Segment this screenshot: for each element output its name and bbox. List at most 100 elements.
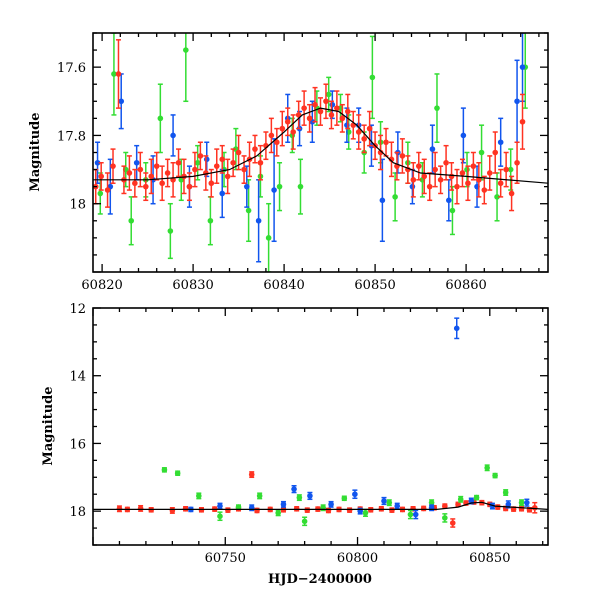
bottom-green-point-2 [196,492,202,500]
top-red-point-10 [148,158,155,195]
top-blue-point-24 [460,107,467,164]
bottom-blue-point-9 [381,496,387,506]
top-red-point-22 [213,148,220,184]
top-red-point-20 [203,155,209,191]
top-red-point-73 [492,131,499,174]
top-green-point-34 [507,148,514,191]
top-red-point-47 [350,110,357,140]
top-red-point-77 [514,141,520,184]
top-red-point-13 [164,158,171,188]
top-red-point-52 [377,134,384,171]
top-red-point-58 [410,161,417,198]
top-red-point-72 [486,155,493,191]
top-blue-point-0 [94,141,101,184]
bottom-green-point-13 [407,509,414,520]
bottom-y-tick-label: 16 [69,437,86,452]
top-red-point-67 [459,158,466,188]
top-green-point-5 [157,83,164,154]
top-blue-point-19 [379,158,386,243]
bottom-red-point-28 [442,503,448,509]
top-blue-point-21 [409,168,416,205]
bottom-red-point-38 [518,505,525,512]
bottom-green-point-5 [256,492,263,500]
top-red-point-33 [274,127,280,157]
bottom-x-tick-label: 60750 [205,551,246,566]
top-blue-point-26 [497,117,504,167]
bottom-red-point-17 [325,507,332,514]
top-red-point-18 [192,151,198,188]
top-y-tick-label: 17.8 [57,129,86,144]
bottom-green-point-21 [518,499,525,507]
top-blue-point-5 [170,114,176,157]
bottom-red-point-8 [225,507,231,513]
bottom-x-tick-label: 60800 [337,551,378,566]
top-red-point-6 [126,155,133,191]
top-red-point-32 [268,117,275,154]
top-red-point-71 [481,175,488,205]
bottom-blue-point-6 [328,500,334,508]
bottom-blue-point-3 [280,500,287,508]
bottom-blue-point-16 [505,500,512,509]
top-red-point-3 [110,148,116,184]
top-red-point-9 [142,172,149,202]
bottom-green-point-6 [275,509,281,517]
bottom-red-point-29 [449,518,456,528]
top-red-point-54 [388,141,395,178]
bottom-blue-point-7 [352,489,358,500]
bottom-red-point-5 [182,505,189,512]
bottom-green-point-8 [301,516,308,527]
bottom-red-point-0 [116,505,123,513]
bottom-y-tick-label: 18 [69,505,86,520]
bottom-red-point-4 [169,507,176,514]
bottom-red-point-26 [420,505,427,512]
top-red-point-62 [432,151,438,188]
top-red-point-64 [443,144,449,181]
top-red-point-70 [476,161,482,198]
top-red-point-68 [465,165,471,202]
top-y-tick-label: 17.6 [57,61,86,76]
bottom-green-point-11 [362,508,369,517]
bottom-green-point-3 [217,511,223,522]
top-green-point-17 [289,117,296,154]
top-blue-point-28 [519,33,526,103]
top-blue-point-10 [255,179,262,263]
bottom-red-point-23 [389,507,395,513]
top-red-point-41 [317,97,324,126]
top-red-point-17 [186,172,193,202]
bottom-panel-points [116,317,538,528]
top-red-point-59 [415,151,422,181]
bottom-red-point-40 [531,501,538,514]
top-red-point-25 [230,148,236,178]
bottom-green-point-1 [174,470,181,477]
top-panel-model [93,107,548,184]
bottom-panel: 60750 60800 60850 12 14 16 18 Magnitude HJD−24… [41,302,549,587]
bottom-blue-point-4 [291,485,297,494]
top-red-point-36 [290,114,297,150]
top-green-point-20 [325,76,332,113]
top-red-point-12 [159,165,165,202]
top-red-point-19 [197,141,204,171]
bottom-blue-point-13 [453,317,460,340]
top-green-point-16 [276,161,283,212]
top-red-point-24 [224,158,231,195]
top-blue-point-9 [243,165,250,208]
top-red-point-75 [503,151,509,188]
top-green-point-30 [449,185,456,236]
bottom-green-point-10 [341,495,348,502]
top-green-point-22 [345,114,352,150]
top-red-point-42 [323,83,329,120]
bottom-red-point-35 [494,504,501,510]
bottom-red-point-22 [378,505,385,512]
top-red-point-48 [355,114,362,150]
top-red-point-15 [175,148,182,178]
top-panel: 60820 60830 60840 60850 60860 17.6 17.8 18 Magn… [28,32,549,293]
top-red-point-1 [98,161,104,191]
bottom-y-tick-label: 12 [69,302,86,317]
bottom-green-point-18 [484,464,490,472]
top-red-point-7 [132,168,138,198]
top-green-point-15 [265,202,272,272]
bottom-green-point-19 [492,472,498,479]
bottom-blue-point-1 [217,502,223,510]
bottom-green-point-17 [473,494,480,501]
top-green-point-18 [297,158,304,215]
